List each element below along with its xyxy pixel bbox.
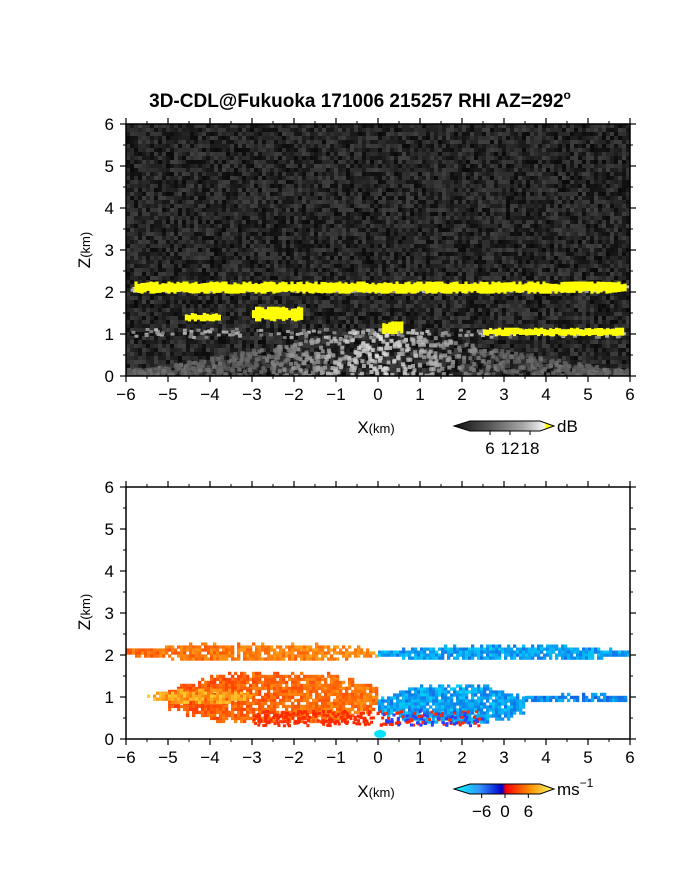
velocity-xtick-label: 5 xyxy=(583,748,592,767)
velocity-xtick-label: 2 xyxy=(457,748,466,767)
velocity-band xyxy=(126,642,379,661)
snr-ytick-label: 5 xyxy=(105,157,114,176)
snr-yellow-band xyxy=(382,321,404,334)
velocity-band xyxy=(378,644,630,660)
velocity-ytick-label: 2 xyxy=(105,646,114,665)
snr-ytick-label: 2 xyxy=(105,283,114,302)
velocity-ytick-label: 6 xyxy=(105,478,114,497)
snr-xtick-label: 6 xyxy=(625,385,634,404)
velocity-axis-ticks: −6 −5 −4 −3 −2 −1 0 1 2 3 4 5 6 0 1 2 3 4 5 6 xyxy=(105,478,636,767)
snr-colorbar-tick-label: 6 xyxy=(485,439,494,458)
velocity-xtick-label: −1 xyxy=(326,748,345,767)
snr-yaxis-label: Z(km) xyxy=(75,232,94,268)
snr-xtick-label: 4 xyxy=(541,385,550,404)
snr-colorbar-tick-label: 18 xyxy=(521,439,540,458)
velocity-xtick-label: 1 xyxy=(415,748,424,767)
snr-ytick-label: 3 xyxy=(105,241,114,260)
velocity-xtick-label: 6 xyxy=(625,748,634,767)
velocity-colorbar-unit: ms−1 xyxy=(557,776,594,799)
velocity-xtick-label: 4 xyxy=(541,748,550,767)
snr-xtick-label: 1 xyxy=(415,385,424,404)
velocity-xtick-label: −5 xyxy=(158,748,177,767)
velocity-colorbar-tick-label: −6 xyxy=(472,802,491,821)
snr-xtick-label: −1 xyxy=(326,385,345,404)
velocity-panel: −6 −5 −4 −3 −2 −1 0 1 2 3 4 5 6 0 1 2 3 4 5 6 xyxy=(105,478,636,767)
snr-yellow-band xyxy=(134,281,627,294)
snr-colorbar-tick-label: 12 xyxy=(501,439,520,458)
snr-xtick-label: 0 xyxy=(373,385,382,404)
snr-yellow-band xyxy=(483,327,625,337)
velocity-ytick-label: 0 xyxy=(105,730,114,749)
snr-xtick-label: 3 xyxy=(499,385,508,404)
snr-panel: −6 −5 −4 −3 −2 −1 0 1 2 3 4 5 6 0 1 2 3 4 5 6 xyxy=(105,115,636,404)
velocity-yaxis-label: Z(km) xyxy=(75,594,94,630)
velocity-band xyxy=(525,692,628,703)
velocity-fringe xyxy=(252,709,485,728)
snr-ytick-label: 4 xyxy=(105,199,114,218)
figure-title: 3D-CDL@Fukuoka 171006 215257 RHI AZ=292o xyxy=(149,88,571,112)
snr-colorbar-bar xyxy=(452,420,556,432)
snr-ytick-label: 0 xyxy=(105,367,114,386)
snr-xtick-label: −6 xyxy=(116,385,135,404)
snr-axis-ticks: −6 −5 −4 −3 −2 −1 0 1 2 3 4 5 6 0 1 2 3 4 5 6 xyxy=(105,115,636,404)
velocity-ytick-label: 5 xyxy=(105,520,114,539)
snr-ytick-label: 1 xyxy=(105,325,114,344)
velocity-xtick-label: −4 xyxy=(200,748,219,767)
snr-xtick-label: −4 xyxy=(200,385,219,404)
snr-xtick-label: −5 xyxy=(158,385,177,404)
velocity-band xyxy=(147,688,253,704)
velocity-colorbar-tick-label: 0 xyxy=(500,802,509,821)
snr-xtick-label: −2 xyxy=(284,385,303,404)
snr-xaxis-label: X(km) xyxy=(357,418,394,437)
velocity-xaxis-label: X(km) xyxy=(357,782,394,801)
velocity-colorbar: −6 0 6 ms−1 xyxy=(452,776,594,821)
figure-title-degree: o xyxy=(564,88,571,102)
snr-colorbar: 6 12 18 dB xyxy=(452,417,578,458)
velocity-xtick-label: 0 xyxy=(373,748,382,767)
velocity-colorbar-bar xyxy=(452,783,556,795)
snr-noise xyxy=(126,124,630,376)
figure-title-main: 3D-CDL@Fukuoka 171006 215257 RHI AZ=292 xyxy=(149,91,563,112)
velocity-ytick-label: 4 xyxy=(105,562,114,581)
snr-yellow-band xyxy=(184,313,221,322)
velocity-ytick-label: 1 xyxy=(105,688,114,707)
snr-xtick-label: 2 xyxy=(457,385,466,404)
snr-yellow-band xyxy=(252,306,304,322)
snr-colorbar-unit: dB xyxy=(557,417,578,436)
snr-xtick-label: −3 xyxy=(242,385,261,404)
velocity-colorbar-tick-label: 6 xyxy=(524,802,533,821)
snr-xtick-label: 5 xyxy=(583,385,592,404)
velocity-xtick-label: −3 xyxy=(242,748,261,767)
velocity-xtick-label: −6 xyxy=(116,748,135,767)
velocity-ytick-label: 3 xyxy=(105,604,114,623)
snr-colorbar-ticks: 6 12 18 xyxy=(485,431,539,458)
velocity-xtick-label: −2 xyxy=(284,748,303,767)
velocity-xtick-label: 3 xyxy=(499,748,508,767)
snr-heatmap xyxy=(126,124,630,376)
velocity-colorbar-ticks: −6 0 6 xyxy=(472,794,533,821)
snr-ytick-label: 6 xyxy=(105,115,114,134)
velocity-origin-spot xyxy=(374,729,387,738)
velocity-heatmap xyxy=(126,487,630,739)
